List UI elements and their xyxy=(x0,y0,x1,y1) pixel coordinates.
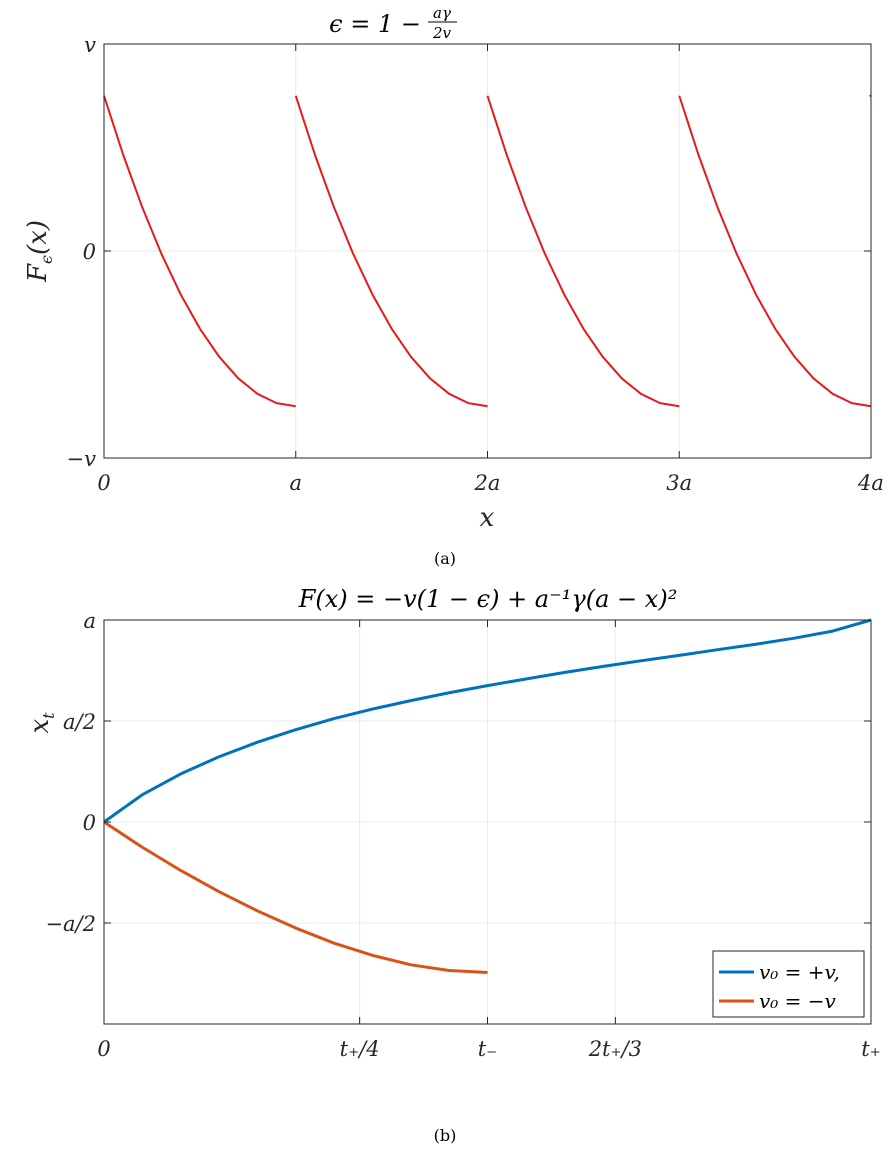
panel-a-title-lhs: ϵ = 1 − xyxy=(329,10,421,38)
panel-a-ticks xyxy=(103,43,872,459)
panel-b-series xyxy=(103,618,872,974)
a-x-tick-label: 2a xyxy=(474,471,501,495)
a-x-tick-label: a xyxy=(289,471,302,495)
panel-a-series xyxy=(103,94,872,408)
legend-label-series-2: v₀ = −v xyxy=(759,989,837,1013)
panel-a-y-tick-labels: −v 0 v xyxy=(67,33,97,471)
panel-a-x-axis-label: x xyxy=(480,503,495,533)
b-x-tick-label: 2t₊/3 xyxy=(588,1037,642,1061)
a-series-1-line xyxy=(678,95,872,408)
b-x-tick-label: t₊/4 xyxy=(340,1037,380,1061)
a-x-tick-label: 0 xyxy=(97,471,110,495)
a-x-tick-label: 4a xyxy=(857,471,884,495)
panel-b-ticks xyxy=(103,619,872,1024)
panel-b-x-tick-labels: 0 t₊/4 t₋ 2t₊/3 t₊ xyxy=(97,1037,880,1061)
b-y-tick-label: 0 xyxy=(83,811,96,835)
panel-a: 0 a 2a 3a 4a −v0v ϵ = 1 − aγ 2v x Fϵ(x) xyxy=(23,4,884,533)
panel-b-legend: v₀ = +v, v₀ = −v xyxy=(712,950,865,1018)
panel-a-title-frac-den: 2v xyxy=(432,24,452,42)
caption-a: (a) xyxy=(434,549,456,568)
a-series-1-line xyxy=(486,95,680,408)
b-y-tick-label: a/2 xyxy=(63,710,96,734)
panel-a-y-label-arg: (x) xyxy=(23,220,53,255)
a-series-1-line xyxy=(103,95,296,408)
panel-a-y-axis-label: Fϵ(x) xyxy=(23,220,56,283)
b-y-tick-label: a xyxy=(83,609,96,633)
svg-text:Fϵ(x): Fϵ(x) xyxy=(23,220,56,283)
b-series-1-line xyxy=(103,618,872,824)
panel-b: 0 t₊/4 t₋ 2t₊/3 t₊ −a/2 0 a/2 a F(x) = −v(1 − ϵ… xyxy=(25,585,881,1061)
legend-label-series-1: v₀ = +v, xyxy=(759,960,840,984)
panel-a-title-frac-num: aγ xyxy=(433,4,451,22)
caption-b: (b) xyxy=(434,1126,457,1145)
a-series-1-line xyxy=(294,95,488,408)
a-x-tick-label: 3a xyxy=(666,471,692,495)
panel-b-legend-box xyxy=(712,950,865,1018)
panel-b-y-tick-labels: −a/2 0 a/2 a xyxy=(45,609,96,936)
a-y-tick-label: 0 xyxy=(83,240,96,264)
b-x-tick-label: 0 xyxy=(97,1037,110,1061)
a-y-tick-label: v xyxy=(84,33,96,57)
panel-b-title: F(x) = −v(1 − ϵ) + a⁻¹γ(a − x)² xyxy=(298,585,678,613)
panel-b-y-axis-label: xt xyxy=(25,712,58,734)
panel-b-y-label-sub: t xyxy=(39,712,58,719)
b-y-tick-label: −a/2 xyxy=(45,912,96,936)
b-x-tick-label: t₊ xyxy=(861,1037,881,1061)
panel-b-y-label-main: x xyxy=(25,719,55,734)
panel-a-x-tick-labels: 0 a 2a 3a 4a xyxy=(97,471,884,495)
panel-a-y-label-sub: ϵ xyxy=(37,255,56,264)
panel-a-title: ϵ = 1 − aγ 2v xyxy=(329,4,457,42)
b-x-tick-label: t₋ xyxy=(478,1037,498,1061)
panel-a-y-label-main: F xyxy=(23,263,53,283)
svg-text:xt: xt xyxy=(25,712,58,734)
a-y-tick-label: −v xyxy=(67,447,97,471)
b-series-2-line xyxy=(103,820,488,974)
